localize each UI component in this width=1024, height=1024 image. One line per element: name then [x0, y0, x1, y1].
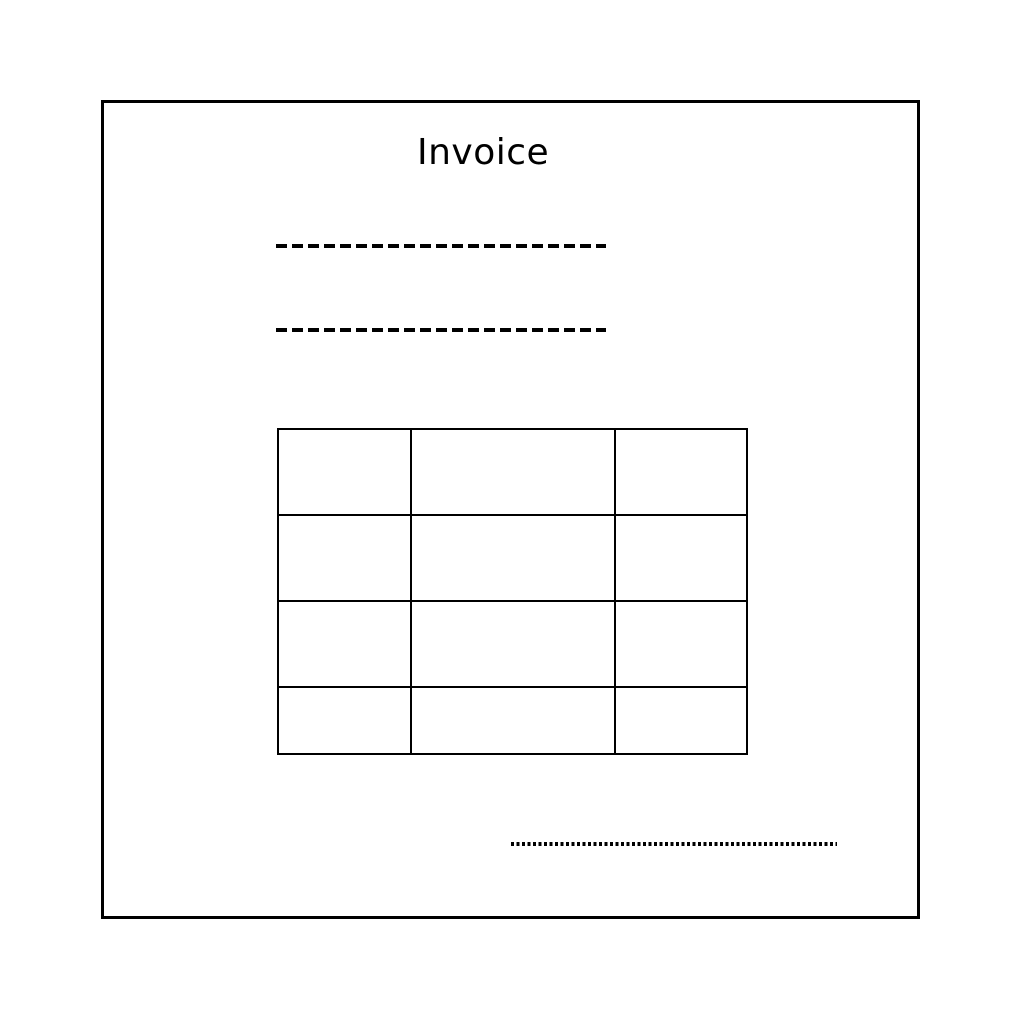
- table-cell: [277, 600, 412, 688]
- dashed-field-line-2: [276, 328, 606, 332]
- table-row: [277, 514, 748, 602]
- invoice-items-table: [277, 428, 748, 755]
- table-cell: [277, 686, 412, 755]
- table-cell: [277, 428, 412, 516]
- table-cell: [614, 514, 748, 602]
- invoice-frame: [101, 100, 920, 919]
- table-cell: [410, 600, 616, 688]
- dashed-field-line-1: [276, 244, 606, 248]
- table-cell: [410, 428, 616, 516]
- table-cell: [614, 428, 748, 516]
- signature-dotted-line: [511, 842, 837, 846]
- table-cell: [614, 600, 748, 688]
- table-cell: [410, 686, 616, 755]
- table-cell: [614, 686, 748, 755]
- table-row: [277, 428, 748, 516]
- table-cell: [277, 514, 412, 602]
- table-row: [277, 600, 748, 688]
- table-cell: [410, 514, 616, 602]
- table-row: [277, 686, 748, 755]
- invoice-title: Invoice: [417, 132, 550, 173]
